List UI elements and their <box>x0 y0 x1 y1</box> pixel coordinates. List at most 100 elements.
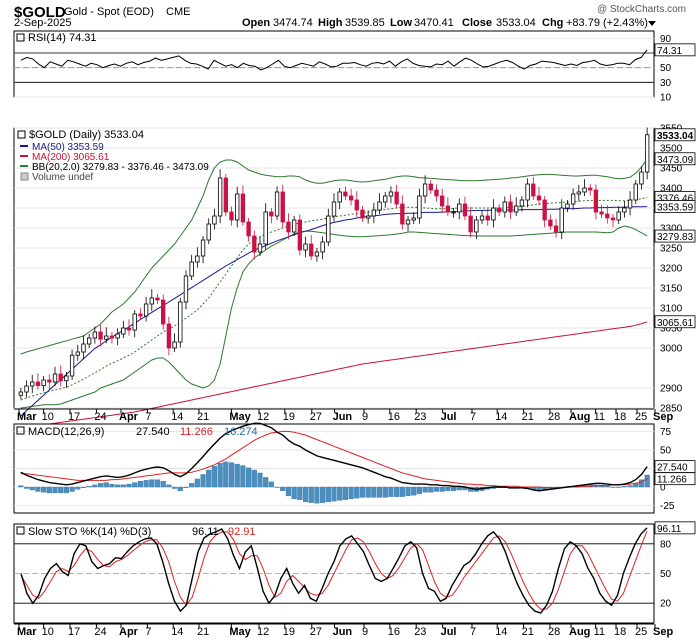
macd-histogram-bar <box>320 486 326 503</box>
macd-histogram-bar <box>342 486 348 500</box>
macd-histogram-bar <box>58 486 64 494</box>
macd-signal-legend: 11.266 <box>180 426 213 438</box>
candle-body <box>132 313 137 331</box>
x-axis-top-date-label: 11 <box>594 411 605 423</box>
macd-histogram-bar <box>92 484 98 488</box>
price-tick-label: 2900 <box>660 384 683 395</box>
x-axis-top-date-label: 24 <box>94 411 106 423</box>
candle-body <box>104 335 109 340</box>
macd-histogram-bar <box>280 486 286 491</box>
x-axis-top-date-label: 17 <box>68 411 80 423</box>
candle-body <box>286 221 291 233</box>
macd-histogram-bar <box>616 486 622 488</box>
close-value: 3533.04 <box>496 17 536 29</box>
candle-body <box>81 343 86 353</box>
macd-histogram-bar <box>445 486 451 491</box>
macd-tick-label: 50 <box>660 445 672 456</box>
macd-histogram-bar <box>240 465 246 488</box>
candle-body <box>47 379 52 383</box>
candle-body <box>639 171 644 185</box>
candle-body <box>536 195 542 201</box>
x-axis-bottom-date-label: 24 <box>94 626 106 638</box>
macd-histogram-bar <box>154 479 161 488</box>
candle-body <box>434 189 439 197</box>
price-tag: 3065.61 <box>657 318 694 329</box>
x-axis-bottom-date-label: 14 <box>495 626 507 638</box>
candle-body <box>553 225 559 233</box>
x-axis-top-date-label: Apr <box>119 411 139 423</box>
macd-histogram-bar <box>274 486 280 488</box>
x-axis-top-date-label: 21 <box>197 411 209 423</box>
price-tag-box <box>654 152 696 166</box>
open-label: Open <box>242 17 270 29</box>
candle-body <box>18 391 24 396</box>
x-axis-bottom-date-label: Jun <box>333 626 353 638</box>
x-axis-bottom-date-label: Jul <box>441 626 457 638</box>
volume-legend: Volume undef <box>32 172 93 183</box>
candle-body <box>599 211 604 215</box>
macd-histogram-bar <box>325 486 331 503</box>
macd-histogram-bar <box>314 486 320 504</box>
price-tick-label: 3400 <box>660 184 683 195</box>
macd-histogram-bar <box>137 480 143 488</box>
candle-body <box>280 191 285 223</box>
candle-body <box>616 211 621 221</box>
candle-body <box>491 207 496 221</box>
candle-body <box>223 177 228 213</box>
candle-body <box>633 183 638 201</box>
x-axis-bottom-date-label: Apr <box>119 626 139 638</box>
candle-body <box>559 207 564 233</box>
x-axis-bottom-date-label: 28 <box>548 626 560 638</box>
close-label: Close <box>462 17 492 29</box>
macd-histogram-bar <box>23 486 30 489</box>
volume-legend-swatch <box>20 172 29 181</box>
macd-tag: 11.266 <box>657 475 687 486</box>
candle-body <box>274 191 280 217</box>
price-tick-label: 3500 <box>660 144 683 155</box>
candle-body <box>514 205 519 213</box>
macd-histogram-bar <box>405 486 411 497</box>
candle-body <box>126 327 132 331</box>
macd-histogram-bar <box>627 485 633 488</box>
candle-body <box>314 251 320 257</box>
macd-histogram-bar <box>80 486 87 488</box>
candle-body <box>485 215 490 221</box>
candle-body <box>52 373 58 383</box>
price-tag-box <box>654 315 696 329</box>
macd-hist-legend: 16.274 <box>224 426 258 438</box>
sto-tick-label: 20 <box>660 599 672 610</box>
x-axis-bottom-date-label: 7 <box>145 626 151 638</box>
macd-legend-swatch <box>16 426 25 435</box>
macd-histogram-bar <box>120 484 126 488</box>
candle-body <box>69 354 75 377</box>
collapse-arrow-icon[interactable] <box>648 21 656 26</box>
candle-body <box>24 385 29 393</box>
candle-body <box>155 297 160 301</box>
candle-body <box>206 223 211 241</box>
macd-histogram-bar <box>348 486 354 500</box>
price-tag: 3533.04 <box>657 131 694 142</box>
price-tag: 3353.59 <box>657 203 694 214</box>
stochastic-panel: 80 50 20 Slow STO %K(14) %D(3) 96.11 92.91 96.… <box>13 521 696 624</box>
x-axis-top-date-label: 18 <box>614 411 626 423</box>
price-tag-box <box>654 229 696 243</box>
x-axis-top-date-label: 14 <box>495 411 507 423</box>
candle-body <box>41 379 46 386</box>
candle-body <box>496 207 502 213</box>
macd-histogram-bar <box>217 463 223 488</box>
rsi-tick-label: 30 <box>660 78 672 89</box>
candle-body <box>309 243 314 257</box>
x-axis-top-date-label: 21 <box>522 411 534 423</box>
macd-histogram-bar <box>610 486 616 488</box>
macd-histogram-bar <box>29 486 35 491</box>
candle-body <box>576 191 581 195</box>
candle-body <box>87 337 92 345</box>
macd-histogram-bar <box>132 482 138 488</box>
macd-histogram-bar <box>18 485 24 488</box>
candle-body <box>303 243 308 251</box>
candle-body <box>149 297 154 305</box>
candle-body <box>377 201 382 211</box>
price-tick-label: 3450 <box>660 164 683 175</box>
x-axis-bottom-date-label: 21 <box>197 626 209 638</box>
